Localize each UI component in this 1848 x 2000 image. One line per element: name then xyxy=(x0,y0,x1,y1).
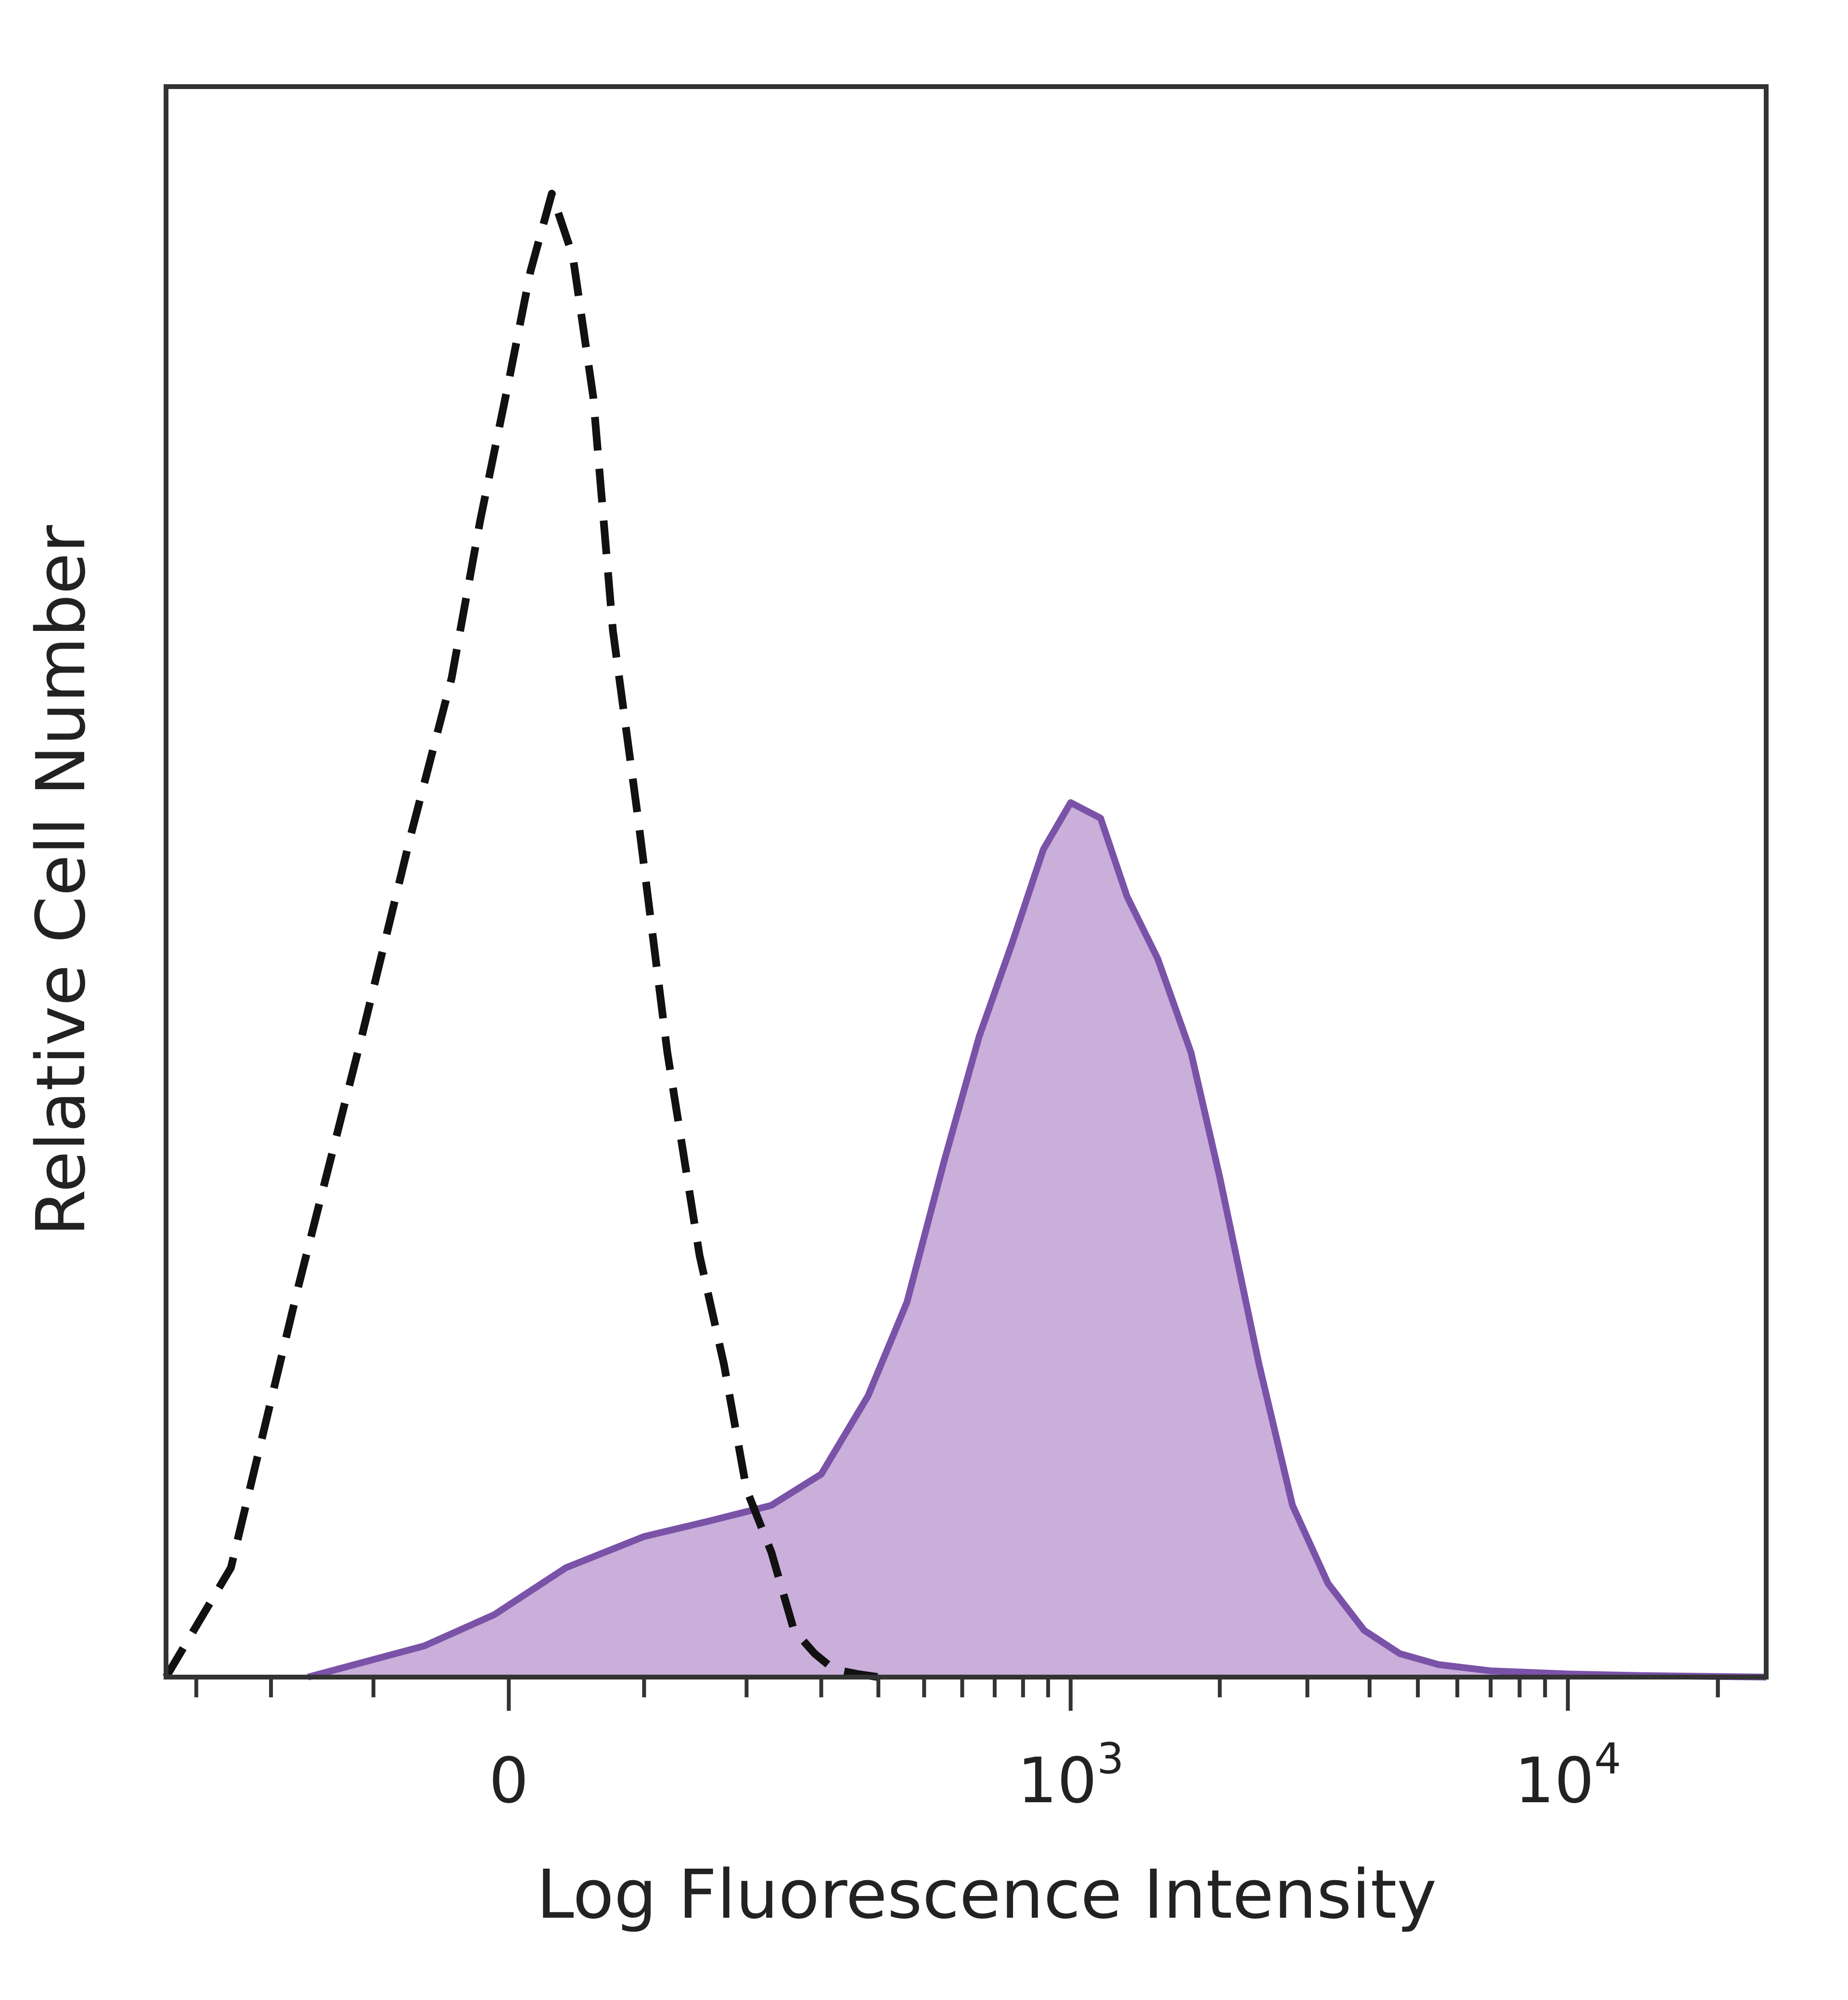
x-axis-label: Log Fluorescence Intensity xyxy=(537,1856,1437,1934)
series-0-line xyxy=(163,190,879,1681)
series-layer xyxy=(163,190,1767,1681)
tick-layer xyxy=(194,1677,1720,1711)
x-tick-label-0: 0 xyxy=(489,1744,529,1817)
x-tick-label-1: 103 xyxy=(1017,1734,1124,1817)
y-axis-label: Relative Cell Number xyxy=(22,525,101,1236)
plot-frame xyxy=(164,84,1769,1679)
tick-label-layer: 0 103 104 xyxy=(489,1734,1621,1817)
series-1-area xyxy=(308,802,1767,1677)
series-1-line xyxy=(307,799,1767,1680)
x-tick-label-2: 104 xyxy=(1514,1734,1621,1817)
